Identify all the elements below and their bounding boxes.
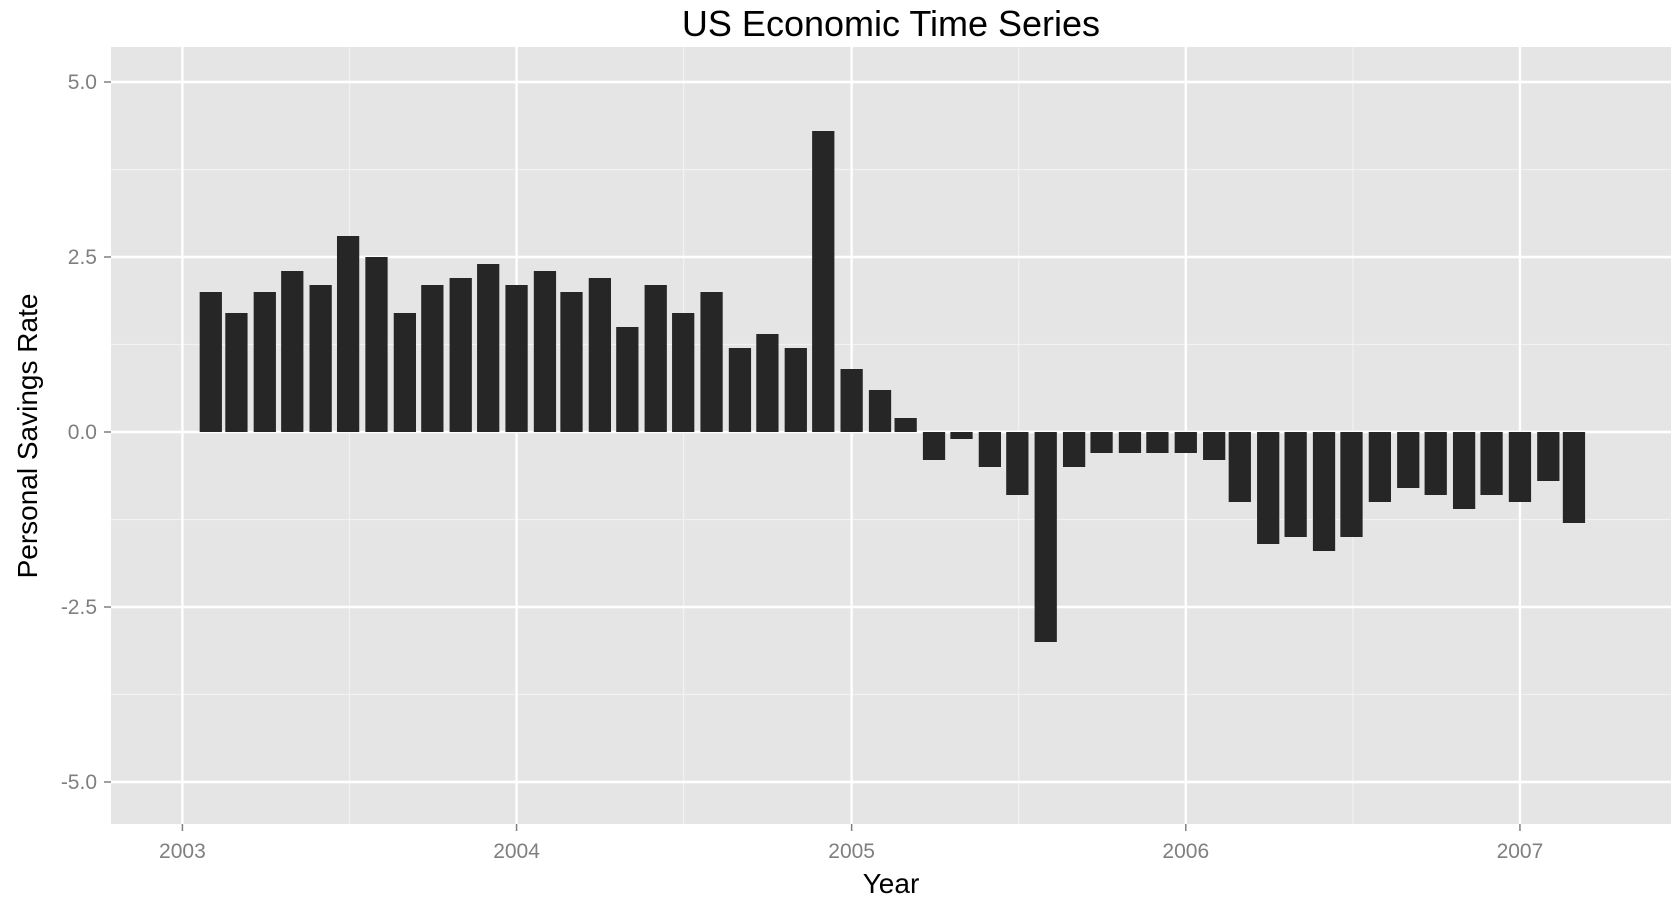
bar [950,432,973,439]
bar [644,285,667,432]
bar [421,285,444,432]
bars [199,131,1586,642]
bar [393,313,417,432]
bar [1203,432,1226,460]
bar [477,264,500,432]
bar [784,348,807,432]
y-tick-label: 5.0 [68,71,97,94]
bar [840,369,863,432]
y-tick-label: 0.0 [68,421,97,444]
bar [533,271,557,432]
bar [1508,432,1532,502]
bar [700,292,723,432]
bar [1090,432,1113,453]
bar [1228,432,1251,502]
bar [560,292,583,432]
bar [449,278,472,432]
bar [1537,432,1560,481]
x-axis-ticks: 2003 2004 2005 2006 2007 [159,824,1543,863]
bar [588,278,612,432]
bar [672,313,695,432]
bar [1146,432,1169,453]
bar [1062,432,1086,467]
bar [728,348,752,432]
x-tick-label: 2005 [828,840,875,863]
bar [1312,432,1336,551]
bar [1174,432,1197,453]
bar [199,292,222,432]
x-axis-label: Year [863,868,920,899]
bar [253,292,276,432]
x-tick-label: 2004 [493,840,540,863]
bar [756,334,779,432]
bar [868,390,892,432]
bar [1034,432,1057,642]
y-tick-label: 2.5 [68,246,97,269]
y-tick-label: -5.0 [61,771,97,794]
bar [281,271,304,432]
bar [1257,432,1280,544]
bar [812,131,835,432]
x-tick-label: 2006 [1162,840,1209,863]
y-tick-label: -2.5 [61,596,97,619]
bar [505,285,528,432]
bar [1118,432,1142,453]
bar [225,313,248,432]
bar [1424,432,1447,495]
bar [1006,432,1029,495]
bar [1452,432,1476,509]
bar [978,432,1002,467]
y-axis-label: Personal Savings Rate [12,294,43,579]
bar [1340,432,1363,537]
bar [1562,432,1586,523]
bar [309,285,332,432]
bar [1284,432,1307,537]
bar [1397,432,1420,488]
bar [1480,432,1503,495]
x-tick-label: 2007 [1497,840,1544,863]
bar [616,327,639,432]
chart-title: US Economic Time Series [682,3,1100,44]
bar [894,418,917,432]
bar [922,432,946,460]
bar [365,257,388,432]
bar [336,236,360,432]
bar [1368,432,1392,502]
x-tick-label: 2003 [159,840,206,863]
y-axis-ticks: 5.0 2.5 0.0 -2.5 -5.0 [61,71,111,794]
